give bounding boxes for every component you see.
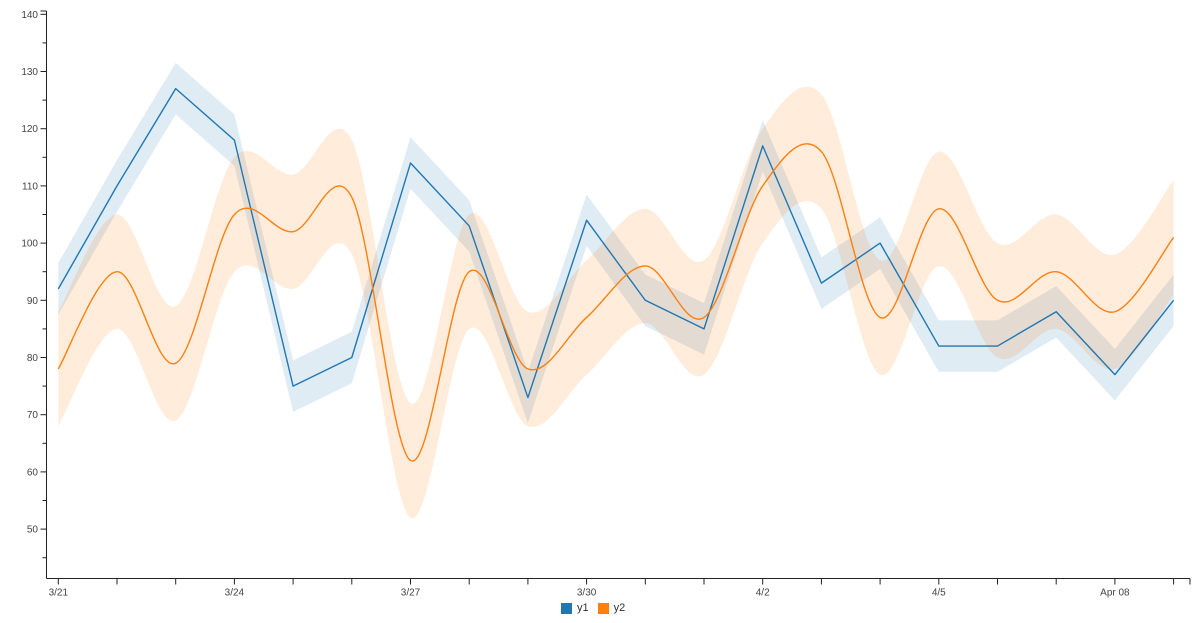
legend-label-y2: y2 [613,602,626,614]
legend-swatch-y1-icon [561,603,572,614]
y-axis-label-70: 70 [27,410,39,421]
x-axis-label-4-5: 4/5 [932,588,946,599]
line-y1 [57,87,1175,399]
line-chart: 50 60 70 80 90 100 110 120 130 140 3/21 3/24 3/27 3/3… [21,10,1191,599]
y-axis-label-110: 110 [22,181,38,192]
y-axis-label-130: 130 [21,67,38,78]
x-axis-label-4-2: 4/2 [756,588,770,599]
legend-swatch-y2-icon [597,603,609,614]
y-axis-label-120: 120 [21,124,38,135]
legend-label-y1: y1 [577,602,589,614]
legend: y1 y2 [561,602,625,615]
band-y2 [58,86,1174,519]
y-axis-label-100: 100 [21,239,38,250]
y-axis-label-80: 80 [27,353,39,364]
x-axis-label-Apr-08: Apr 08 [1100,588,1130,599]
y-axis-label-90: 90 [27,296,39,307]
y-axis-label-60: 60 [27,467,39,478]
band-y1 [58,62,1174,424]
legend-item-y1: y1 [561,602,589,615]
line-y2 [57,143,1175,462]
x-axis-label-3-27: 3/27 [401,588,421,599]
legend-item-y2: y2 [597,602,626,615]
y-axis-label-50: 50 [27,525,39,536]
y-axis-label-140: 140 [21,10,38,21]
x-axis-label-3-24: 3/24 [225,588,245,599]
x-axis-label-3-21: 3/21 [49,588,69,599]
x-axis-label-3-30: 3/30 [577,588,597,599]
